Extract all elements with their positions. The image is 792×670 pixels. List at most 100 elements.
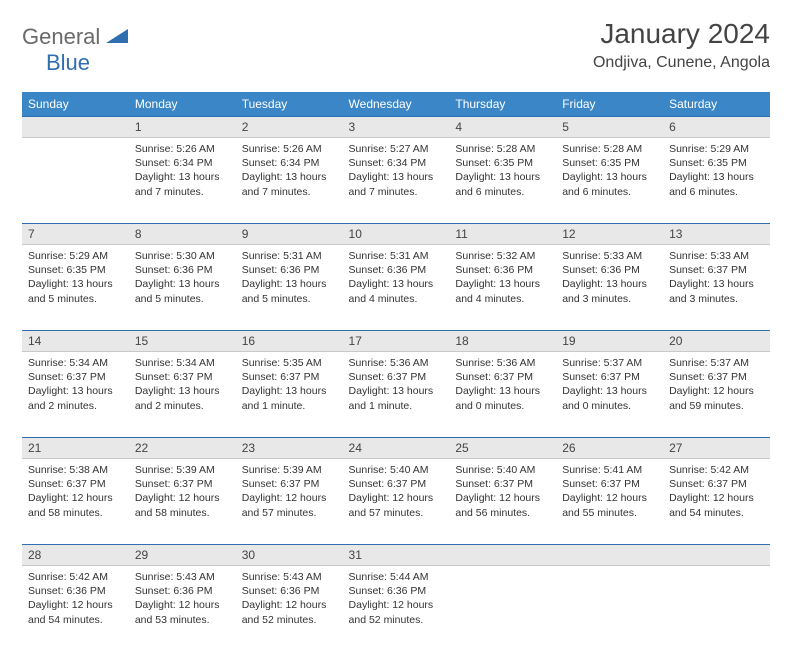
sunset-text: Sunset: 6:37 PM [135,477,230,491]
sunset-text: Sunset: 6:36 PM [28,584,123,598]
day-number-cell: 18 [449,331,556,352]
day-content-cell: Sunrise: 5:35 AMSunset: 6:37 PMDaylight:… [236,352,343,438]
sunset-text: Sunset: 6:36 PM [349,263,444,277]
day-number-cell [449,545,556,566]
day-content-cell: Sunrise: 5:43 AMSunset: 6:36 PMDaylight:… [236,566,343,652]
sunset-text: Sunset: 6:36 PM [455,263,550,277]
sunset-text: Sunset: 6:36 PM [242,263,337,277]
calendar-body: 123456Sunrise: 5:26 AMSunset: 6:34 PMDay… [22,117,770,652]
sunrise-text: Sunrise: 5:42 AM [669,463,764,477]
day-content-cell: Sunrise: 5:31 AMSunset: 6:36 PMDaylight:… [236,245,343,331]
daylight-text: Daylight: 12 hours and 56 minutes. [455,491,550,519]
day-number-cell: 10 [343,224,450,245]
daylight-text: Daylight: 12 hours and 54 minutes. [669,491,764,519]
day-number-row: 123456 [22,117,770,138]
sunrise-text: Sunrise: 5:34 AM [28,356,123,370]
daylight-text: Daylight: 13 hours and 7 minutes. [135,170,230,198]
sunset-text: Sunset: 6:36 PM [562,263,657,277]
day-number-cell: 30 [236,545,343,566]
day-content-cell: Sunrise: 5:41 AMSunset: 6:37 PMDaylight:… [556,459,663,545]
day-header: Saturday [663,92,770,117]
day-number-cell: 7 [22,224,129,245]
day-content-cell: Sunrise: 5:29 AMSunset: 6:35 PMDaylight:… [663,138,770,224]
sunrise-text: Sunrise: 5:31 AM [242,249,337,263]
day-content-cell: Sunrise: 5:26 AMSunset: 6:34 PMDaylight:… [236,138,343,224]
daylight-text: Daylight: 12 hours and 59 minutes. [669,384,764,412]
day-content-cell [556,566,663,652]
day-number-cell [663,545,770,566]
day-number-row: 21222324252627 [22,438,770,459]
sunset-text: Sunset: 6:37 PM [669,370,764,384]
daylight-text: Daylight: 13 hours and 4 minutes. [455,277,550,305]
location: Ondjiva, Cunene, Angola [593,54,770,72]
sunset-text: Sunset: 6:37 PM [455,477,550,491]
sunrise-text: Sunrise: 5:33 AM [562,249,657,263]
day-number-cell: 20 [663,331,770,352]
day-number-cell: 29 [129,545,236,566]
daylight-text: Daylight: 13 hours and 3 minutes. [669,277,764,305]
day-content-cell: Sunrise: 5:29 AMSunset: 6:35 PMDaylight:… [22,245,129,331]
day-content-cell [449,566,556,652]
sunset-text: Sunset: 6:37 PM [669,477,764,491]
day-number-cell: 24 [343,438,450,459]
sunrise-text: Sunrise: 5:44 AM [349,570,444,584]
day-content-row: Sunrise: 5:38 AMSunset: 6:37 PMDaylight:… [22,459,770,545]
day-header-row: Sunday Monday Tuesday Wednesday Thursday… [22,92,770,117]
sunrise-text: Sunrise: 5:41 AM [562,463,657,477]
day-number-row: 14151617181920 [22,331,770,352]
sunset-text: Sunset: 6:37 PM [28,477,123,491]
daylight-text: Daylight: 13 hours and 5 minutes. [28,277,123,305]
daylight-text: Daylight: 13 hours and 2 minutes. [135,384,230,412]
day-number-cell [556,545,663,566]
day-number-cell: 23 [236,438,343,459]
sunset-text: Sunset: 6:37 PM [669,263,764,277]
day-header: Friday [556,92,663,117]
day-number-row: 28293031 [22,545,770,566]
daylight-text: Daylight: 12 hours and 58 minutes. [28,491,123,519]
logo: General [22,18,130,50]
day-content-cell: Sunrise: 5:37 AMSunset: 6:37 PMDaylight:… [663,352,770,438]
day-content-cell: Sunrise: 5:28 AMSunset: 6:35 PMDaylight:… [449,138,556,224]
sunrise-text: Sunrise: 5:30 AM [135,249,230,263]
day-content-row: Sunrise: 5:42 AMSunset: 6:36 PMDaylight:… [22,566,770,652]
sunset-text: Sunset: 6:37 PM [455,370,550,384]
daylight-text: Daylight: 13 hours and 7 minutes. [242,170,337,198]
sunrise-text: Sunrise: 5:32 AM [455,249,550,263]
sunrise-text: Sunrise: 5:26 AM [242,142,337,156]
sunrise-text: Sunrise: 5:33 AM [669,249,764,263]
day-content-cell: Sunrise: 5:32 AMSunset: 6:36 PMDaylight:… [449,245,556,331]
day-number-cell: 16 [236,331,343,352]
day-number-cell: 14 [22,331,129,352]
sunset-text: Sunset: 6:37 PM [349,370,444,384]
daylight-text: Daylight: 13 hours and 7 minutes. [349,170,444,198]
sunrise-text: Sunrise: 5:27 AM [349,142,444,156]
sunrise-text: Sunrise: 5:39 AM [135,463,230,477]
day-content-cell: Sunrise: 5:40 AMSunset: 6:37 PMDaylight:… [449,459,556,545]
sunrise-text: Sunrise: 5:36 AM [349,356,444,370]
sunset-text: Sunset: 6:36 PM [242,584,337,598]
sunset-text: Sunset: 6:37 PM [562,370,657,384]
day-content-cell: Sunrise: 5:39 AMSunset: 6:37 PMDaylight:… [236,459,343,545]
daylight-text: Daylight: 13 hours and 1 minute. [242,384,337,412]
day-content-cell: Sunrise: 5:40 AMSunset: 6:37 PMDaylight:… [343,459,450,545]
calendar-page: General January 2024 Ondjiva, Cunene, An… [0,0,792,670]
sunrise-text: Sunrise: 5:29 AM [28,249,123,263]
sunset-text: Sunset: 6:37 PM [28,370,123,384]
daylight-text: Daylight: 13 hours and 4 minutes. [349,277,444,305]
sunrise-text: Sunrise: 5:40 AM [349,463,444,477]
title-block: January 2024 Ondjiva, Cunene, Angola [593,18,770,72]
sunrise-text: Sunrise: 5:40 AM [455,463,550,477]
day-content-cell: Sunrise: 5:27 AMSunset: 6:34 PMDaylight:… [343,138,450,224]
sunrise-text: Sunrise: 5:31 AM [349,249,444,263]
daylight-text: Daylight: 12 hours and 53 minutes. [135,598,230,626]
day-header: Wednesday [343,92,450,117]
sunset-text: Sunset: 6:36 PM [135,263,230,277]
day-content-cell: Sunrise: 5:26 AMSunset: 6:34 PMDaylight:… [129,138,236,224]
sunrise-text: Sunrise: 5:43 AM [135,570,230,584]
day-number-cell: 17 [343,331,450,352]
sunset-text: Sunset: 6:35 PM [28,263,123,277]
daylight-text: Daylight: 13 hours and 2 minutes. [28,384,123,412]
sunrise-text: Sunrise: 5:35 AM [242,356,337,370]
day-content-cell [22,138,129,224]
daylight-text: Daylight: 12 hours and 58 minutes. [135,491,230,519]
